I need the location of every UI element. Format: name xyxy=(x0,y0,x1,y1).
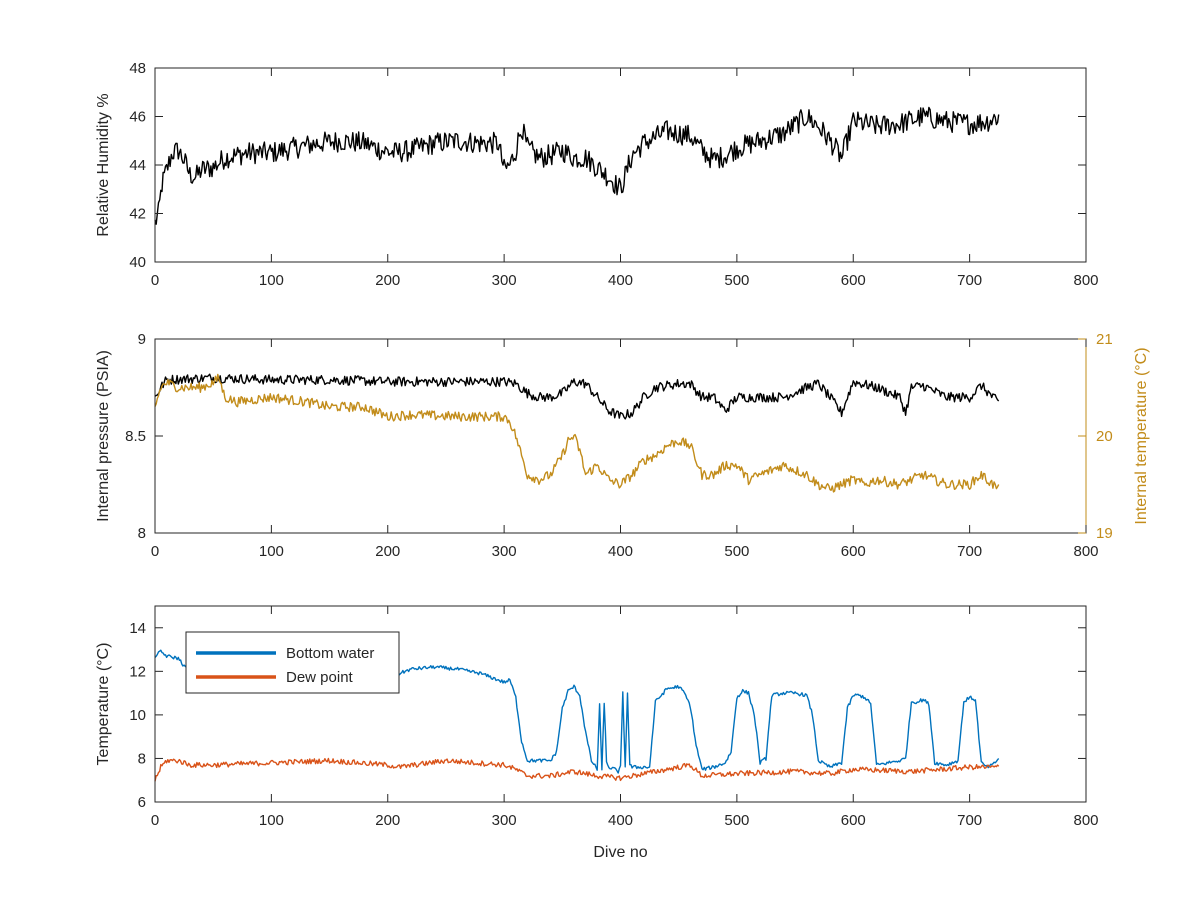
x-tick-label: 400 xyxy=(608,272,633,289)
x-tick-label: 0 xyxy=(151,812,159,829)
series-line-right-axis-2 xyxy=(154,373,1000,493)
x-tick-label: 700 xyxy=(957,812,982,829)
x-tick-label: 300 xyxy=(492,812,517,829)
y-right-tick-label: 21 xyxy=(1096,331,1113,348)
x-tick-label: 500 xyxy=(724,812,749,829)
y-axis-label: Relative Humidity % xyxy=(95,93,112,236)
x-tick-label: 500 xyxy=(724,272,749,289)
y-tick-label: 10 xyxy=(129,707,146,724)
y-right-tick-label: 19 xyxy=(1096,525,1113,542)
y-right-tick-label: 20 xyxy=(1096,428,1113,445)
y-tick-label: 44 xyxy=(129,157,146,174)
x-tick-label: 400 xyxy=(608,543,633,560)
x-tick-label: 0 xyxy=(151,272,159,289)
x-tick-label: 100 xyxy=(259,543,284,560)
x-tick-label: 200 xyxy=(375,543,400,560)
y-tick-label: 42 xyxy=(129,206,146,223)
y-tick-label: 8 xyxy=(138,750,146,767)
series-line-left-axis-1 xyxy=(154,106,1000,225)
x-tick-label: 800 xyxy=(1073,812,1098,829)
y-axis-label: Temperature (°C) xyxy=(95,643,112,766)
panel-2: 0 100 200 300 400 500 600 700 800 8 8.5 9 19 20 21 Inte… xyxy=(95,331,1150,560)
y-axis-label: Internal pressure (PSIA) xyxy=(95,350,112,522)
x-tick-label: 300 xyxy=(492,272,517,289)
x-tick-label: 300 xyxy=(492,543,517,560)
x-tick-label: 600 xyxy=(841,543,866,560)
panel-1: 0 100 200 300 400 500 600 700 800 40 42 44 46 48 Relat… xyxy=(95,60,1099,289)
x-tick-label: 100 xyxy=(259,812,284,829)
x-tick-label: 600 xyxy=(841,812,866,829)
legend: Bottom water Dew point xyxy=(185,631,400,694)
x-tick-label: 800 xyxy=(1073,272,1098,289)
x-tick-label: 200 xyxy=(375,812,400,829)
legend-label: Dew point xyxy=(286,669,354,686)
x-tick-label: 800 xyxy=(1073,543,1098,560)
legend-label: Bottom water xyxy=(286,645,374,662)
panel-3: 0 100 200 300 400 500 600 700 800 6 8 10 12 14 Tempera… xyxy=(95,605,1099,861)
y-tick-label: 8.5 xyxy=(125,428,146,445)
x-axis-label: Dive no xyxy=(593,844,647,861)
x-tick-label: 400 xyxy=(608,812,633,829)
axes-box xyxy=(154,67,1087,263)
y-right-axis-label: Internal temperature (°C) xyxy=(1133,347,1150,524)
series-line-left-axis-1 xyxy=(154,373,1000,420)
x-tick-label: 100 xyxy=(259,272,284,289)
axes-box xyxy=(154,338,1087,534)
x-tick-label: 600 xyxy=(841,272,866,289)
series-line-dew-point xyxy=(154,757,1000,782)
y-tick-label: 6 xyxy=(138,794,146,811)
y-tick-label: 48 xyxy=(129,60,146,77)
x-tick-label: 0 xyxy=(151,543,159,560)
y-tick-label: 8 xyxy=(138,525,146,542)
x-tick-label: 500 xyxy=(724,543,749,560)
y-tick-label: 14 xyxy=(129,620,146,637)
y-tick-label: 46 xyxy=(129,109,146,126)
y-tick-label: 12 xyxy=(129,663,146,680)
x-tick-label: 200 xyxy=(375,272,400,289)
legend-box xyxy=(185,631,400,694)
y-tick-label: 40 xyxy=(129,254,146,271)
x-tick-label: 700 xyxy=(957,272,982,289)
x-tick-label: 700 xyxy=(957,543,982,560)
y-tick-label: 9 xyxy=(138,331,146,348)
